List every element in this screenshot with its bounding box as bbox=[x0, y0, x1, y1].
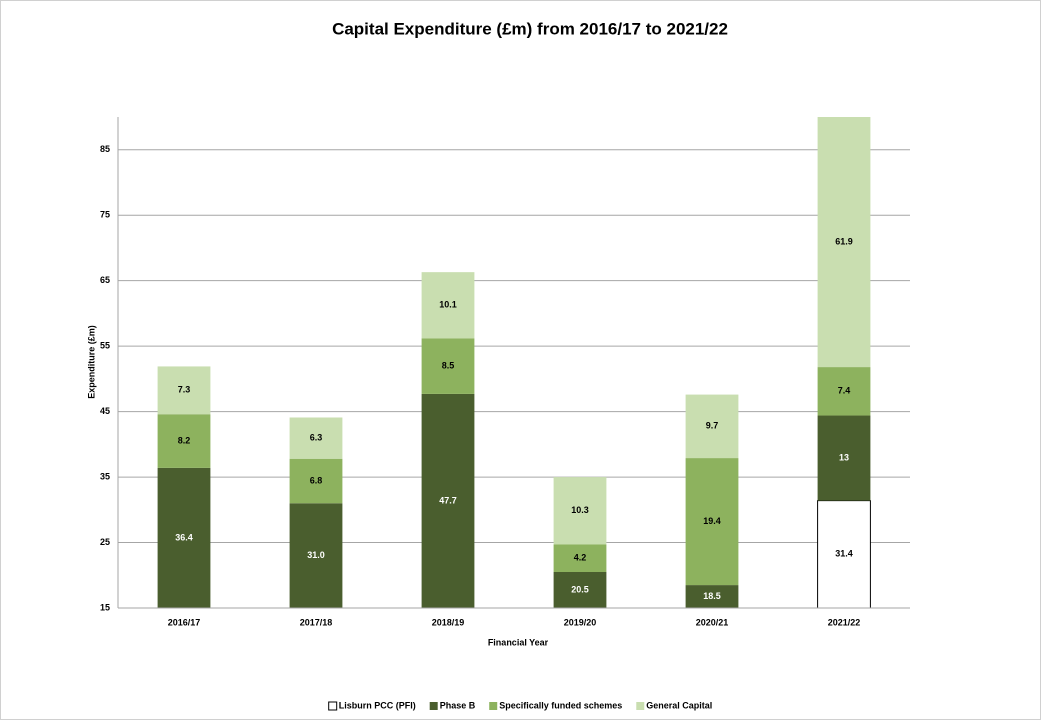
x-axis-label: Financial Year bbox=[488, 637, 549, 647]
chart-title: Capital Expenditure (£m) from 2016/17 to… bbox=[332, 19, 728, 38]
bar-segment bbox=[289, 503, 343, 608]
data-label: 36.4 bbox=[175, 532, 193, 542]
bar-segment bbox=[817, 117, 871, 368]
bar-segment bbox=[157, 414, 211, 468]
data-label: 31.0 bbox=[307, 550, 325, 560]
legend-swatch bbox=[429, 702, 438, 710]
legend-label: Lisburn PCC (PFI) bbox=[339, 700, 416, 710]
data-label: 19.4 bbox=[703, 516, 721, 526]
data-label: 4.2 bbox=[574, 553, 587, 563]
y-tick-label: 45 bbox=[100, 406, 110, 416]
bar-segment bbox=[157, 467, 211, 608]
y-tick-label: 55 bbox=[100, 341, 110, 351]
x-tick-label: 2020/21 bbox=[696, 617, 729, 627]
plot-area bbox=[157, 117, 871, 608]
bar-segment bbox=[421, 338, 475, 394]
y-tick-label: 25 bbox=[100, 537, 110, 547]
data-label: 10.3 bbox=[571, 505, 589, 515]
y-axis-label: Expenditure (£m) bbox=[86, 325, 96, 399]
x-tick-label: 2017/18 bbox=[300, 617, 333, 627]
bar-segment bbox=[817, 415, 871, 501]
bar-segment bbox=[421, 272, 475, 339]
legend-swatch bbox=[328, 701, 338, 711]
x-tick-label: 2019/20 bbox=[564, 617, 597, 627]
data-label: 6.3 bbox=[310, 432, 323, 442]
bar-segment bbox=[685, 394, 739, 459]
y-tick-label: 65 bbox=[100, 275, 110, 285]
data-label: 61.9 bbox=[835, 236, 853, 246]
x-tick-label: 2016/17 bbox=[168, 617, 201, 627]
data-label: 47.7 bbox=[439, 495, 457, 505]
data-label: 8.2 bbox=[178, 435, 191, 445]
bar-segment bbox=[289, 417, 343, 459]
legend-label: Specifically funded schemes bbox=[499, 700, 622, 710]
data-label: 13 bbox=[839, 452, 849, 462]
bar-segment bbox=[685, 585, 739, 608]
bar-segment bbox=[685, 458, 739, 586]
data-label: 18.5 bbox=[703, 591, 721, 601]
legend-label: Phase B bbox=[440, 700, 476, 710]
data-label: 6.8 bbox=[310, 475, 323, 485]
data-label: 8.5 bbox=[442, 360, 455, 370]
y-tick-label: 75 bbox=[100, 210, 110, 220]
bar-segment bbox=[817, 367, 871, 416]
legend-swatch bbox=[489, 702, 498, 710]
legend-swatch bbox=[636, 702, 645, 710]
bar-segment bbox=[817, 500, 871, 608]
bar-segment bbox=[553, 477, 607, 545]
legend: Lisburn PCC (PFI) Phase B Specifically fun… bbox=[328, 700, 712, 711]
data-label: 9.7 bbox=[706, 421, 719, 431]
legend-label: General Capital bbox=[646, 700, 712, 710]
bar-segment bbox=[421, 393, 475, 608]
data-label: 20.5 bbox=[571, 584, 589, 594]
bar-segment bbox=[553, 571, 607, 608]
data-label: 10.1 bbox=[439, 300, 457, 310]
bar-segment bbox=[157, 366, 211, 415]
y-tick-label: 15 bbox=[100, 602, 110, 612]
data-label: 31.4 bbox=[835, 549, 853, 559]
y-tick-label: 85 bbox=[100, 144, 110, 154]
bar-segment bbox=[553, 544, 607, 572]
y-tick-label: 35 bbox=[100, 471, 110, 481]
data-label: 7.4 bbox=[838, 386, 851, 396]
data-label: 7.3 bbox=[178, 385, 191, 395]
x-tick-label: 2018/19 bbox=[432, 617, 465, 627]
x-tick-label: 2021/22 bbox=[828, 617, 861, 627]
bar-segment bbox=[289, 458, 343, 504]
